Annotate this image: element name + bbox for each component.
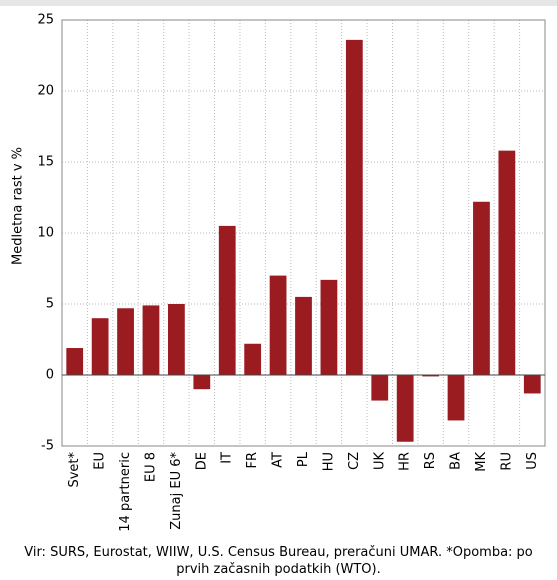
bar [320,279,338,375]
x-tick-label: PL [296,451,311,467]
x-tick-label: Svet* [67,452,82,488]
y-axis-label: Medletna rast v % [11,147,26,265]
source-note: Vir: SURS, Eurostat, WIIW, U.S. Census B… [24,545,533,577]
x-tick-label: FR [245,452,260,469]
bar [66,348,84,375]
y-tick-label: 25 [37,13,54,28]
x-tick-label: DE [194,452,209,470]
bar [193,375,211,390]
x-tick-label: EU [93,452,108,470]
bar [396,375,414,442]
x-tick-label: AT [271,452,286,468]
x-tick-label: RU [499,452,514,471]
bar [523,375,541,394]
bar [142,305,160,375]
bar [117,308,134,375]
y-tick-label: 5 [46,297,54,312]
bar [168,304,185,375]
chart: Medletna rast v % -5 0 5 10 15 20 25 Svet* EU 14 … [11,13,546,532]
y-tick-label: 10 [37,226,54,241]
y-tick-label: 0 [46,368,54,383]
x-tick-label: 14 partneric [118,452,133,532]
bar [422,375,439,377]
x-tick-label: UK [372,452,387,471]
x-tick-label: Zunaj EU 6* [169,452,184,530]
bar [218,225,236,375]
bar [498,150,516,375]
bar [91,318,109,375]
y-tick-label: 20 [37,84,54,99]
x-tick-label: CZ [347,452,362,470]
x-tick-label: HR [398,452,413,471]
bar [295,296,312,375]
bar [345,39,363,375]
x-tick-label: MK [474,452,489,472]
y-tick-label: 15 [37,155,54,170]
x-tick-label: HU [321,452,336,471]
x-tick-label: RS [423,452,438,469]
x-tick-label: BA [449,452,464,470]
bar [473,201,490,375]
bar [447,375,465,421]
bar [269,275,287,375]
bar [244,343,262,375]
bar [371,375,389,401]
plot-frame [61,19,546,447]
x-tick-label: US [525,452,540,470]
y-tick-label: -5 [41,439,54,454]
x-tick-label: EU 8 [143,452,158,482]
x-tick-label: IT [220,452,235,464]
